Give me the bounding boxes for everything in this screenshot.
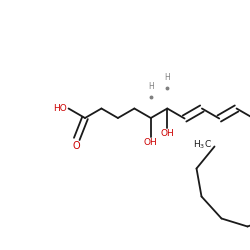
Text: HO: HO <box>53 104 66 113</box>
Text: OH: OH <box>144 138 158 147</box>
Text: H: H <box>148 82 154 91</box>
Text: H$_3$C: H$_3$C <box>192 138 212 151</box>
Text: OH: OH <box>160 128 174 138</box>
Text: H: H <box>164 72 170 82</box>
Text: O: O <box>73 141 80 151</box>
